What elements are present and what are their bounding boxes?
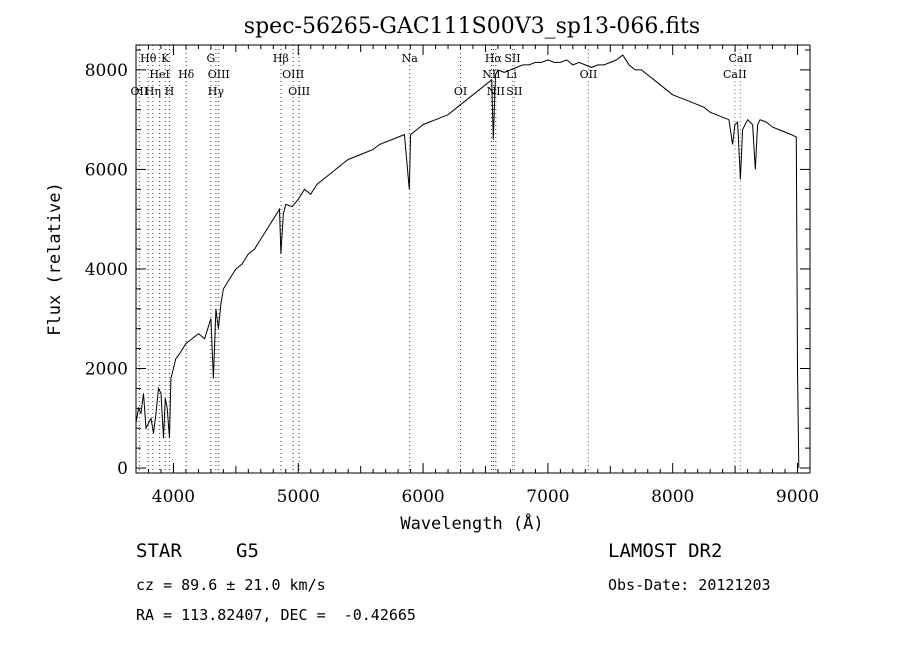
- x-tick-label: 5000: [277, 487, 320, 507]
- y-tick-label: 2000: [85, 359, 128, 379]
- x-tick-label: 6000: [401, 487, 444, 507]
- x-tick-label: 4000: [152, 487, 195, 507]
- spectral-line-label: Hη: [145, 85, 161, 98]
- x-tick-label: 7000: [526, 487, 569, 507]
- spectral-line-label: Li: [506, 68, 517, 81]
- spectrum-line: [135, 54, 800, 469]
- spectral-line-label: G: [206, 52, 215, 65]
- spectral-line-label: OIII: [208, 68, 230, 81]
- spectral-line-label: H: [165, 85, 175, 98]
- spectral-line-label: K: [161, 52, 170, 65]
- spectral-line-label: Na: [402, 52, 419, 65]
- spectral-line-label: OIII: [288, 85, 310, 98]
- spectral-line-label: OII: [580, 68, 598, 81]
- y-tick-label: 6000: [85, 160, 128, 180]
- obs-date: Obs-Date: 20121203: [608, 576, 771, 594]
- x-axis-ticks: 4000 5000 6000 7000 8000 9000: [147, 45, 819, 507]
- spectral-line-label: Hθ: [140, 52, 157, 65]
- object-class: STAR: [136, 540, 182, 562]
- plot-frame: [135, 44, 811, 474]
- spectral-line-label: HeI: [149, 68, 169, 81]
- y-tick-label: 8000: [85, 61, 128, 81]
- spectral-line-label: NII: [482, 68, 500, 81]
- coordinates: RA = 113.82407, DEC = -0.42665: [136, 606, 416, 624]
- chart-title: spec-56265-GAC111S00V3_sp13-066.fits: [244, 14, 700, 39]
- spectral-line-label: NII: [487, 85, 505, 98]
- y-tick-label: 0: [117, 459, 128, 479]
- spectral-line-label: CaII: [723, 68, 747, 81]
- x-tick-label: 8000: [651, 487, 694, 507]
- spectral-lines-layer: [138, 45, 741, 473]
- spectral-line-label: Hα: [485, 52, 503, 65]
- spectral-line-label: Hγ: [208, 85, 225, 98]
- spectral-line-label: SII: [506, 85, 522, 98]
- spectral-line-label: CaII: [729, 52, 753, 65]
- subclass: G5: [236, 540, 259, 562]
- spectral-line-label: OII: [131, 85, 149, 98]
- spectral-line-label: Hδ: [178, 68, 195, 81]
- y-axis-ticks: 0 2000 4000 6000 8000: [85, 49, 810, 479]
- y-axis-label: Flux (relative): [45, 182, 65, 336]
- spectral-line-label: OIII: [282, 68, 304, 81]
- spectral-line-label: OI: [454, 85, 467, 98]
- x-axis-label: Wavelength (Å): [400, 512, 543, 534]
- y-tick-label: 4000: [85, 260, 128, 280]
- survey-name: LAMOST DR2: [608, 540, 723, 562]
- x-tick-label: 9000: [776, 487, 819, 507]
- spectral-line-label: Hβ: [273, 52, 289, 65]
- spectral-line-label: SII: [504, 52, 520, 65]
- redshift-cz: cz = 89.6 ± 21.0 km/s: [136, 576, 326, 594]
